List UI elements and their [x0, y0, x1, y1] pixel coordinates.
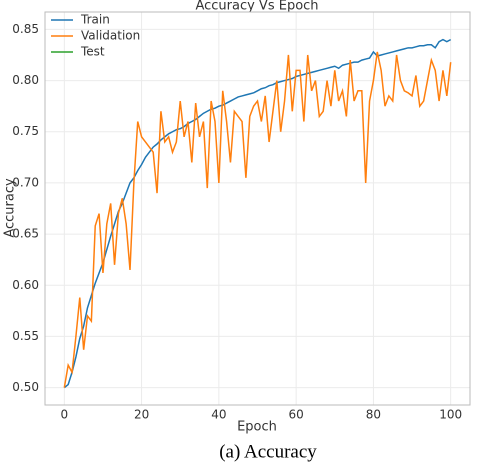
- x-tick-label: 40: [211, 408, 226, 422]
- chart-title: Accuracy Vs Epoch: [195, 0, 318, 14]
- x-tick-label: 0: [60, 408, 68, 422]
- y-tick-label: 0.85: [12, 22, 39, 36]
- caption: (a) Accuracy: [219, 441, 317, 462]
- x-tick-label: 60: [288, 408, 303, 422]
- y-tick-label: 0.60: [12, 278, 39, 292]
- x-tick-label: 20: [134, 408, 149, 422]
- series-line: [63, 51, 452, 388]
- y-axis-label: Accuracy: [3, 178, 18, 238]
- plot-frame: [44, 11, 471, 406]
- legend-label: Validation: [81, 29, 140, 43]
- legend-label: Train: [80, 13, 110, 27]
- legend-label: Test: [80, 45, 105, 59]
- x-tick-label: 80: [366, 408, 381, 422]
- x-tick-label: 100: [439, 408, 462, 422]
- y-tick-label: 0.65: [12, 227, 39, 241]
- x-axis-label: Epoch: [237, 420, 277, 435]
- y-tick-label: 0.80: [12, 73, 39, 87]
- y-tick-label: 0.50: [12, 380, 39, 394]
- y-tick-label: 0.55: [12, 329, 39, 343]
- y-tick-label: 0.70: [12, 175, 39, 189]
- series-line: [63, 38, 452, 389]
- y-tick-label: 0.75: [12, 124, 39, 138]
